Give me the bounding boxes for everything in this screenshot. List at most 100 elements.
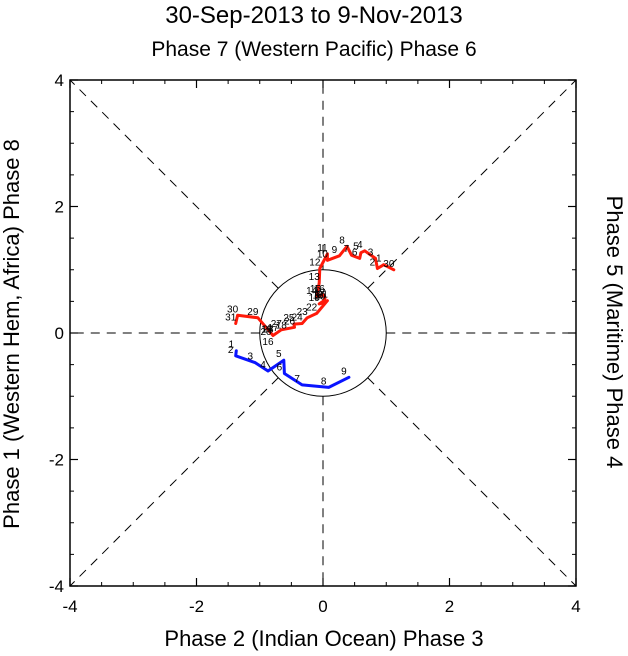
data-point: [326, 299, 329, 302]
data-point: [323, 293, 326, 297]
data-point: [234, 354, 237, 357]
point-label: 10: [317, 249, 329, 260]
data-point: [327, 386, 330, 389]
point-label: 25: [283, 313, 295, 324]
point-label: 4: [260, 360, 266, 371]
point-label: 19: [309, 293, 321, 304]
data-point: [323, 297, 327, 301]
data-point: [345, 245, 349, 248]
point-label: 1: [229, 340, 235, 351]
point-label: 31: [225, 313, 237, 324]
point-label: 3: [368, 247, 374, 258]
point-label: 8: [321, 376, 327, 387]
point-label: 7: [294, 374, 300, 385]
data-point: [256, 316, 260, 320]
point-label: 5: [276, 349, 282, 360]
x-tick-label: 0: [318, 597, 327, 616]
y-tick-label: -2: [49, 451, 64, 470]
point-label: 15: [310, 284, 322, 295]
data-point: [266, 369, 270, 373]
point-label: 20: [261, 327, 273, 338]
x-tick-label: -2: [189, 597, 204, 616]
point-label: 13: [309, 272, 321, 283]
dashed-diagonal-sw: [69, 377, 279, 587]
point-label: 28: [262, 325, 274, 336]
point-label: 24: [292, 313, 304, 324]
point-label: 20: [314, 292, 326, 303]
data-point: [254, 361, 257, 364]
point-label: 29: [247, 307, 259, 318]
data-point: [347, 376, 351, 379]
point-label: 5: [353, 242, 359, 253]
data-point: [280, 328, 283, 332]
point-label: 8: [339, 235, 345, 246]
chart-subtitle: Phase 7 (Western Pacific) Phase 6: [151, 38, 477, 61]
x-tick-label: 4: [571, 597, 580, 616]
data-point: [358, 257, 361, 260]
data-point: [363, 249, 366, 252]
phase-grid: [69, 79, 577, 587]
y-tick-label: 4: [55, 71, 64, 90]
point-label: 18: [276, 321, 288, 332]
data-point: [318, 281, 321, 285]
data-point: [315, 312, 318, 315]
point-label: 19: [261, 324, 273, 335]
series-layer: [234, 244, 396, 389]
point-label: 1: [376, 254, 382, 265]
data-point: [326, 259, 329, 262]
point-label: 16: [314, 284, 326, 295]
dashed-diagonal-se: [367, 377, 577, 587]
data-point: [235, 349, 238, 352]
point-label: 30: [383, 259, 395, 270]
point-label: 3: [248, 352, 254, 363]
point-label: 17: [267, 323, 279, 334]
x-tick-label: -4: [62, 597, 77, 616]
point-label: 26: [284, 316, 296, 327]
point-label: 2: [228, 345, 234, 356]
data-point: [318, 302, 321, 306]
data-point: [236, 314, 239, 317]
x-tick-label: 2: [445, 597, 454, 616]
y-tick-label: -4: [49, 577, 64, 596]
point-label: 12: [309, 257, 321, 268]
data-point: [338, 254, 341, 258]
point-label: 6: [352, 247, 358, 258]
dashed-diagonal-ne: [367, 79, 577, 289]
data-point: [326, 252, 329, 256]
data-point: [271, 334, 275, 337]
y-tick-label: 0: [55, 324, 64, 343]
point-label: 16: [262, 337, 274, 348]
point-label: 4: [357, 240, 363, 251]
point-label: 2: [370, 257, 376, 268]
data-point: [374, 257, 377, 260]
data-point: [300, 383, 304, 387]
point-label: 21: [317, 290, 329, 301]
point-label: 18: [312, 290, 324, 301]
point-label: 7: [344, 244, 350, 255]
dashed-diagonal-nw: [69, 79, 279, 289]
data-point: [293, 326, 296, 329]
y-axis-label-right: Phase 5 (Maritime) Phase 4: [602, 195, 627, 469]
data-point: [300, 322, 304, 325]
y-tick-label: 2: [55, 198, 64, 217]
data-point: [359, 251, 363, 254]
data-point: [321, 300, 325, 303]
data-point: [392, 268, 396, 271]
data-point: [323, 301, 327, 304]
data-point: [282, 358, 285, 362]
point-label: 14: [306, 286, 318, 297]
data-point: [234, 322, 237, 325]
data-point: [319, 293, 322, 297]
point-label: 27: [271, 319, 283, 330]
data-point: [318, 267, 322, 270]
data-point: [382, 263, 385, 266]
point-label: 17: [314, 288, 326, 299]
data-point: [305, 316, 309, 320]
data-point: [350, 254, 353, 257]
data-point: [292, 322, 296, 326]
point-label: 23: [297, 307, 309, 318]
data-point: [315, 295, 318, 299]
